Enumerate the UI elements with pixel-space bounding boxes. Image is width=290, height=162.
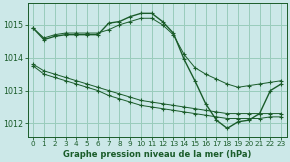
X-axis label: Graphe pression niveau de la mer (hPa): Graphe pression niveau de la mer (hPa) bbox=[63, 150, 251, 159]
